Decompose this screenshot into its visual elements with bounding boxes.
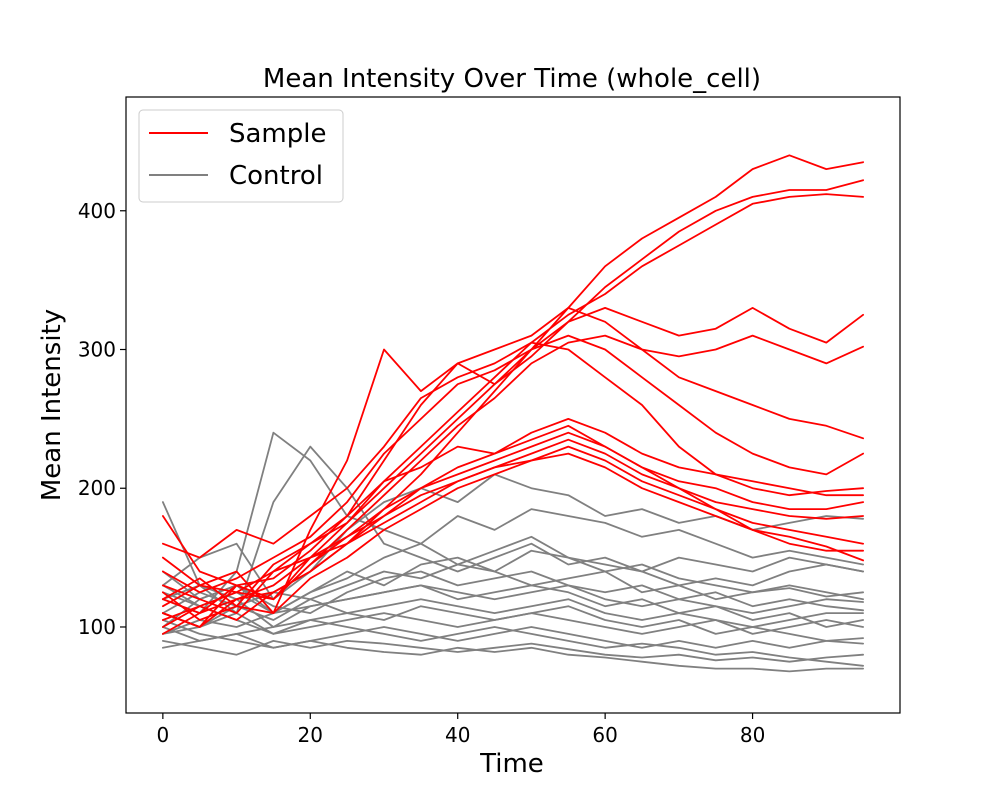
y-tick-label: 400 xyxy=(78,199,116,223)
sample-series-line-9 xyxy=(161,431,864,628)
legend: Sample Control xyxy=(138,109,344,203)
y-axis-label: Mean Intensity xyxy=(37,309,67,501)
control-series-line-27 xyxy=(161,591,864,645)
plot-frame xyxy=(125,96,901,714)
sample-series-line-3 xyxy=(161,306,864,614)
x-tick-label: 60 xyxy=(592,723,617,747)
control-series-line-28 xyxy=(161,612,864,667)
sample-series-line-12 xyxy=(161,424,864,601)
control-series-line-14 xyxy=(161,445,864,614)
x-tick-label: 80 xyxy=(740,723,765,747)
sample-series-line-10 xyxy=(161,438,864,628)
sample-series-line-8 xyxy=(161,417,864,608)
x-tick-label: 20 xyxy=(298,723,323,747)
x-tick-label: 0 xyxy=(156,723,169,747)
control-series-line-23 xyxy=(161,640,864,663)
x-axis: 0 20 40 60 80 xyxy=(156,713,765,747)
legend-label-control: Control xyxy=(229,161,323,191)
sample-series-line-7 xyxy=(161,341,864,559)
control-series-line-20 xyxy=(161,598,864,649)
sample-series-line-13 xyxy=(161,452,864,608)
x-axis-label: Time xyxy=(479,749,544,779)
chart-title: Mean Intensity Over Time (whole_cell) xyxy=(263,64,761,94)
control-series-line-15 xyxy=(161,431,864,614)
control-series-line-25 xyxy=(161,584,864,628)
legend-label-sample: Sample xyxy=(229,119,327,149)
control-series-line-24 xyxy=(161,626,864,673)
x-tick-label: 40 xyxy=(445,723,470,747)
sample-series-line-5 xyxy=(161,306,864,635)
y-axis: 100 200 300 400 xyxy=(78,199,126,639)
control-series-line-19 xyxy=(161,584,864,635)
y-tick-label: 300 xyxy=(78,338,116,362)
y-tick-label: 200 xyxy=(78,476,116,500)
y-tick-label: 100 xyxy=(78,615,116,639)
sample-series-line-11 xyxy=(161,445,864,621)
control-series-line-29 xyxy=(161,535,864,614)
series-layer xyxy=(161,154,864,673)
sample-series-line-6 xyxy=(161,334,864,594)
